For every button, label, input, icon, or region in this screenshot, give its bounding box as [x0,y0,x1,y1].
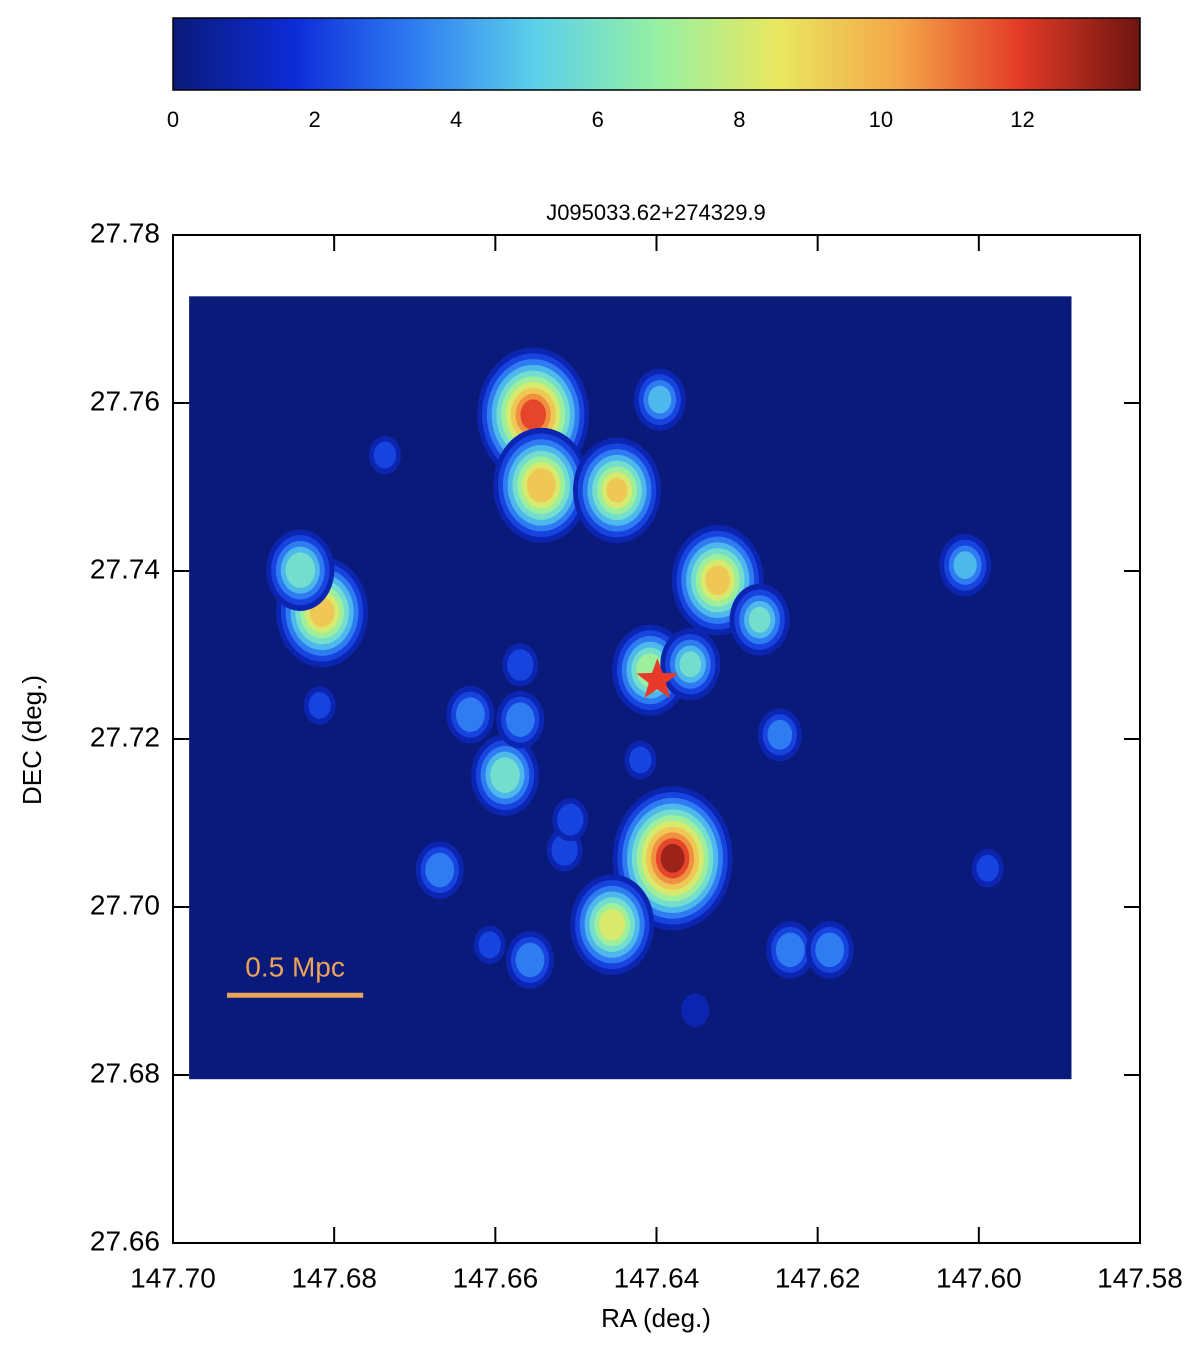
contour-level [629,746,652,774]
contour-level [285,552,316,588]
contour-level [815,932,845,968]
contour-level [775,932,805,968]
contour-level [660,843,685,873]
contour-level [679,651,702,678]
contour-level [953,551,977,580]
contour-level [515,942,545,978]
scale-bar-label: 0.5 Mpc [245,952,345,983]
contour-level [681,993,710,1028]
y-tick-label: 27.70 [90,889,160,920]
y-tick-label: 27.74 [90,553,160,584]
colorbar [172,17,1141,91]
contour-level [425,852,455,888]
y-tick-label: 27.78 [90,217,160,248]
y-tick-label: 27.68 [90,1057,160,1088]
contour-level [598,908,626,941]
x-axis-label: RA (deg.) [601,1303,711,1333]
x-tick-label: 147.68 [291,1262,377,1293]
colorbar-tick-label: 2 [308,107,320,132]
contour-level [557,803,584,836]
colorbar-tick-label: 8 [733,107,745,132]
y-tick-label: 27.66 [90,1225,160,1256]
colorbar-tick-label: 0 [167,107,179,132]
y-tick-label: 27.76 [90,385,160,416]
colorbar-tick-label: 10 [869,107,893,132]
x-tick-label: 147.62 [775,1262,861,1293]
contour-level [505,702,535,737]
colorbar-tick-label: 6 [592,107,604,132]
colorbar-tick-label: 4 [450,107,462,132]
contour-level [748,606,771,633]
contour-level [455,697,485,732]
contour-level [520,399,547,431]
y-tick-label: 27.72 [90,721,160,752]
contour-level [648,385,672,414]
contour-level [976,854,999,882]
contour-level [606,477,628,503]
contour-level [507,649,534,681]
contours [266,347,1004,1028]
x-tick-label: 147.64 [614,1262,700,1293]
contour-level [308,691,331,719]
x-tick-label: 147.70 [130,1262,216,1293]
contour-level [705,565,731,596]
contour-level [373,441,397,469]
x-tick-label: 147.60 [936,1262,1022,1293]
contour-level [551,834,578,866]
x-tick-label: 147.58 [1097,1262,1183,1293]
contour-level [767,719,793,750]
chart-title: J095033.62+274329.9 [546,200,766,225]
contour-level [490,757,520,793]
target-marker [636,658,679,698]
x-tick-label: 147.66 [453,1262,539,1293]
contour-level [478,931,501,959]
contour-level [526,468,556,503]
colorbar-tick-label: 12 [1010,107,1034,132]
y-axis-label: DEC (deg.) [17,675,47,805]
